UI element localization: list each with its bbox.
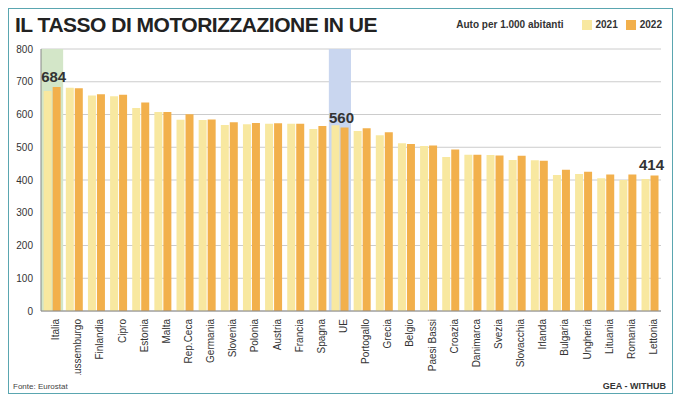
svg-text:500: 500 — [16, 142, 33, 153]
svg-text:400: 400 — [16, 175, 33, 186]
svg-text:Bulgaria: Bulgaria — [559, 319, 570, 356]
svg-text:Malta: Malta — [161, 319, 172, 344]
svg-text:Ungheria: Ungheria — [582, 319, 593, 360]
svg-text:Lettonia: Lettonia — [648, 319, 659, 355]
svg-text:300: 300 — [16, 207, 33, 218]
svg-text:Paesi Bassi: Paesi Bassi — [427, 319, 438, 371]
svg-text:Slovacchia: Slovacchia — [515, 319, 526, 368]
svg-text:700: 700 — [16, 76, 33, 87]
svg-text:Francia: Francia — [294, 319, 305, 353]
svg-text:Lituania: Lituania — [604, 319, 615, 354]
svg-text:Finlandia: Finlandia — [94, 319, 105, 360]
svg-text:Spagna: Spagna — [316, 319, 327, 354]
svg-text:600: 600 — [16, 109, 33, 120]
svg-text:Belgio: Belgio — [404, 319, 415, 347]
svg-text:Cipro: Cipro — [117, 319, 128, 343]
html-text:Fonte: Eurostat: Fonte: Eurostat — [13, 382, 68, 391]
html-text:2021: 2021 — [595, 19, 618, 30]
svg-text:200: 200 — [16, 240, 33, 251]
svg-text:Portogallo: Portogallo — [360, 319, 371, 364]
svg-text:Italia: Italia — [50, 319, 61, 341]
svg-text:Danimarca: Danimarca — [471, 319, 482, 368]
svg-text:414: 414 — [639, 156, 665, 173]
svg-text:Svezia: Svezia — [493, 319, 504, 349]
svg-text:Slovenia: Slovenia — [227, 319, 238, 358]
svg-text:560: 560 — [329, 109, 354, 126]
svg-text:Romania: Romania — [626, 319, 637, 359]
html-text:GEA - WITHUB: GEA - WITHUB — [602, 381, 666, 391]
svg-text:Estonia: Estonia — [139, 319, 150, 353]
svg-text:100: 100 — [16, 273, 33, 284]
svg-text:684: 684 — [41, 68, 67, 85]
svg-text:0: 0 — [27, 306, 33, 317]
svg-text:Lussemburgo: Lussemburgo — [72, 319, 83, 375]
svg-text:Polonia: Polonia — [249, 319, 260, 353]
svg-text:800: 800 — [16, 44, 33, 55]
svg-text:Rep.Ceca: Rep.Ceca — [183, 319, 194, 364]
html-text:IL TASSO DI MOTORIZZAZIONE IN: IL TASSO DI MOTORIZZAZIONE IN UE — [15, 13, 377, 36]
svg-text:Germania: Germania — [205, 319, 216, 363]
svg-text:Grecia: Grecia — [382, 319, 393, 349]
html-text:2022: 2022 — [639, 19, 662, 30]
svg-text:UE: UE — [338, 319, 349, 333]
svg-text:Croazia: Croazia — [449, 319, 460, 354]
svg-text:Austria: Austria — [272, 319, 283, 351]
svg-text:Irlanda: Irlanda — [537, 319, 548, 350]
html-text:Auto per 1.000 abitanti: Auto per 1.000 abitanti — [456, 19, 564, 30]
